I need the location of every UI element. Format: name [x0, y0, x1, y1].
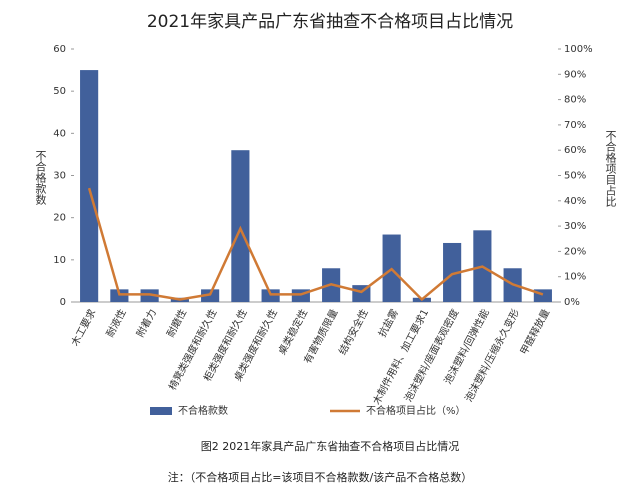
y-axis-title: 不合格款数	[34, 150, 47, 206]
x-tick-label: 泡沫塑料/座面表观密度	[401, 307, 461, 404]
bar	[261, 289, 280, 302]
y2-tick-label: 50%	[564, 171, 586, 182]
note: 注：（不合格项目占比=该项目不合格款数/该产品不合格总数）	[168, 470, 472, 484]
chart-title: 2021年家具产品广东省抽查不合格项目占比情况	[147, 12, 513, 32]
y2-tick-label: 60%	[564, 145, 586, 156]
x-tick-label: 附着力	[133, 307, 159, 340]
y2-tick-label: 20%	[564, 246, 586, 257]
y2-tick-label: 40%	[564, 196, 586, 207]
y-tick-label: 30	[53, 171, 66, 182]
x-tick-label: 甲醛释放量	[517, 307, 552, 357]
y2-axis-title: 不合格项目占比	[604, 130, 617, 207]
y2-tick-label: 80%	[564, 95, 586, 106]
bar	[110, 289, 129, 302]
line	[87, 187, 544, 302]
x-tick-label: 桌类稳定性	[275, 307, 310, 357]
y-tick-label: 0	[60, 297, 66, 308]
x-tick-label: 耐液性	[103, 307, 129, 340]
legend-swatch	[150, 407, 172, 415]
y2-tick-label: 0%	[564, 297, 580, 308]
y-tick-label: 10	[53, 255, 66, 266]
x-tick-label: 木工要求	[69, 307, 98, 348]
caption: 图2 2021年家具产品广东省抽查不合格项目占比情况	[201, 439, 460, 453]
y2-tick-label: 90%	[564, 69, 586, 80]
bar	[80, 70, 99, 302]
x-tick-label: 耐磨性	[164, 307, 190, 340]
bar	[443, 242, 462, 302]
x-tick-label: 结构安全性	[336, 307, 371, 357]
y2-tick-label: 100%	[564, 44, 593, 55]
legend-label: 不合格项目占比（%）	[366, 404, 466, 417]
y2-tick-label: 10%	[564, 272, 586, 283]
y2-tick-label: 70%	[564, 120, 586, 131]
legend-label: 不合格款数	[178, 404, 228, 417]
y2-tick-label: 30%	[564, 221, 586, 232]
x-tick-label: 泡沫塑料/压缩永久变形	[462, 307, 522, 404]
y-tick-label: 20	[53, 213, 66, 224]
x-tick-label: 木制件用料、加工要求1	[370, 307, 431, 407]
y-tick-label: 60	[53, 44, 66, 55]
y-tick-label: 40	[53, 128, 66, 139]
x-tick-label: 抗盐雾	[375, 307, 401, 340]
y-tick-label: 50	[53, 86, 66, 97]
